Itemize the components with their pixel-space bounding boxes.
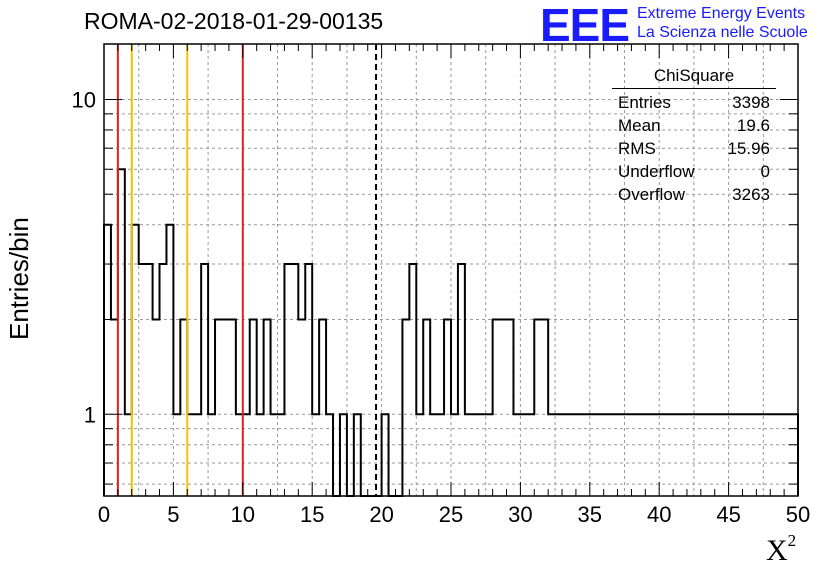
stats-box: ChiSquare Entries 3398 Mean 19.6 RMS 15.96 …: [612, 66, 776, 206]
y-tick-label: 1: [84, 402, 96, 427]
stats-row-overflow: Overflow 3263: [612, 183, 776, 206]
eee-logo: EEE: [540, 0, 630, 51]
stats-row-mean: Mean 19.6: [612, 114, 776, 137]
stats-value: 3398: [732, 93, 770, 112]
x-tick-label: 25: [439, 502, 463, 527]
x-tick-label: 0: [98, 502, 110, 527]
stats-label: RMS: [618, 139, 656, 158]
x-tick-label: 20: [369, 502, 393, 527]
x-tick-label: 5: [167, 502, 179, 527]
histogram-series-line: [103, 168, 799, 497]
stats-title: ChiSquare: [612, 66, 776, 89]
y-axis-label: Entries/bin: [4, 217, 34, 340]
logo-line-1: Extreme Energy Events: [637, 5, 806, 22]
stats-value: 0: [760, 162, 770, 181]
y-tick-label: 10: [72, 87, 96, 112]
stats-value: 19.6: [736, 116, 770, 135]
x-tick-label: 45: [716, 502, 740, 527]
stats-value: 15.96: [727, 139, 770, 158]
x-axis-label: X2: [766, 531, 797, 568]
x-axis-label-sup: 2: [787, 531, 797, 550]
x-axis-label-base: X: [766, 534, 788, 567]
x-tick-label: 35: [578, 502, 602, 527]
x-tick-label: 10: [231, 502, 255, 527]
x-tick-label: 15: [300, 502, 324, 527]
x-tick-label: 50: [786, 502, 810, 527]
chart-title: ROMA-02-2018-01-29-00135: [84, 8, 384, 34]
stats-value: 3263: [732, 185, 770, 204]
stats-label: Overflow: [618, 185, 686, 204]
x-tick-label: 30: [508, 502, 532, 527]
stats-row-rms: RMS 15.96: [612, 137, 776, 160]
x-tick-label: 40: [647, 502, 671, 527]
logo-caption: Extreme Energy Events La Scienza nelle S…: [637, 4, 808, 42]
stats-label: Underflow: [618, 162, 695, 181]
stats-row-underflow: Underflow 0: [612, 160, 776, 183]
stats-label: Entries: [618, 93, 671, 112]
logo-line-2: La Scienza nelle Scuole: [637, 24, 808, 41]
stats-label: Mean: [618, 116, 661, 135]
stats-row-entries: Entries 3398: [612, 91, 776, 114]
